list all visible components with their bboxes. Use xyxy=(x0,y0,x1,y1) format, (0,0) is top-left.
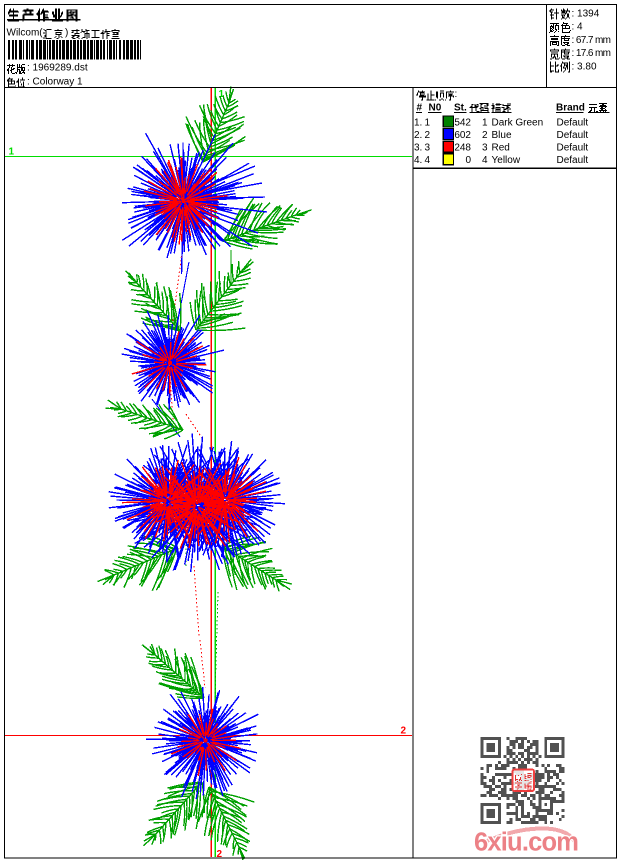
svg-text:2: 2 xyxy=(425,130,431,141)
svg-text:Default: Default xyxy=(557,130,589,141)
svg-text:1: 1 xyxy=(219,89,225,100)
svg-text:Brand: Brand xyxy=(556,102,585,113)
svg-text:: Colorway 1: : Colorway 1 xyxy=(27,76,83,87)
svg-text:4: 4 xyxy=(482,155,488,166)
svg-text:: 1394: : 1394 xyxy=(572,9,600,20)
svg-text:3: 3 xyxy=(425,143,431,154)
svg-text:3: 3 xyxy=(482,143,488,154)
svg-text:: 4: : 4 xyxy=(572,22,584,33)
svg-text:2: 2 xyxy=(401,726,407,737)
svg-text:2: 2 xyxy=(217,849,223,860)
svg-text:Default: Default xyxy=(557,117,589,128)
svg-text:4: 4 xyxy=(425,155,431,166)
svg-text:602: 602 xyxy=(454,130,471,141)
svg-text:248: 248 xyxy=(454,143,471,154)
svg-text:0: 0 xyxy=(465,155,471,166)
svg-text::: : xyxy=(455,89,458,100)
svg-text:Yellow: Yellow xyxy=(492,155,521,166)
svg-text:1: 1 xyxy=(482,117,488,128)
svg-text:Default: Default xyxy=(557,155,589,166)
svg-text:6xiu.com: 6xiu.com xyxy=(474,829,578,857)
svg-text:): ) xyxy=(65,28,68,39)
svg-text:542: 542 xyxy=(454,117,471,128)
svg-text:Default: Default xyxy=(557,143,589,154)
svg-text:: 17.6 mm: : 17.6 mm xyxy=(572,48,612,59)
svg-text:1.: 1. xyxy=(414,117,422,128)
svg-text:2: 2 xyxy=(482,130,488,141)
svg-text:#: # xyxy=(417,102,423,113)
svg-text:Dark Green: Dark Green xyxy=(492,117,544,128)
svg-text:3.: 3. xyxy=(414,143,422,154)
svg-text:: 3.80: : 3.80 xyxy=(572,61,597,72)
svg-text:Red: Red xyxy=(492,143,510,154)
svg-text:Wilcom(: Wilcom( xyxy=(7,28,44,39)
svg-text:St.: St. xyxy=(454,102,467,113)
svg-text:N0: N0 xyxy=(429,102,442,113)
svg-text:2.: 2. xyxy=(414,130,422,141)
svg-text:4.: 4. xyxy=(414,155,422,166)
svg-text:1: 1 xyxy=(9,147,15,158)
svg-text:Blue: Blue xyxy=(492,130,512,141)
svg-text:: 1969289.dst: : 1969289.dst xyxy=(27,63,88,74)
svg-text:: 67.7 mm: : 67.7 mm xyxy=(572,35,612,46)
svg-text:1: 1 xyxy=(425,117,431,128)
